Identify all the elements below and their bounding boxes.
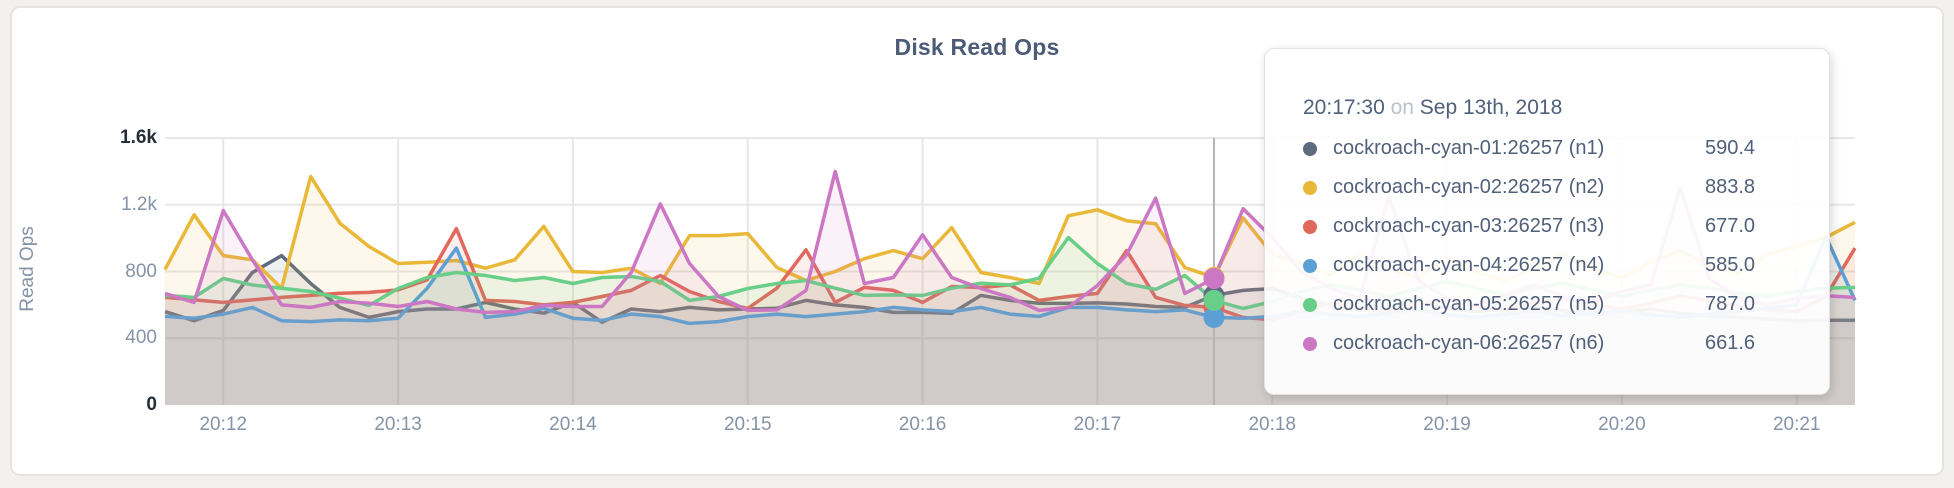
tooltip-row: cockroach-cyan-04:26257 (n4) 585.0 — [1303, 246, 1789, 285]
series-color-dot-icon — [1303, 141, 1317, 156]
hover-tooltip: 20:17:30 on Sep 13th, 2018 cockroach-cya… — [1264, 48, 1830, 395]
series-color-dot-icon — [1303, 258, 1317, 273]
hover-marker-n4[interactable] — [1203, 306, 1225, 328]
chart-title: Disk Read Ops — [894, 34, 1060, 60]
x-tick-20:16: 20:16 — [898, 414, 947, 435]
y-tick-800: 800 — [125, 260, 157, 282]
y-tick-400: 400 — [125, 327, 157, 349]
x-tick-20:18: 20:18 — [1248, 414, 1296, 435]
x-tick-20:21: 20:21 — [1772, 414, 1821, 435]
y-tick-1.6k: 1.6k — [120, 127, 157, 148]
series-color-dot-icon — [1303, 180, 1317, 195]
tooltip-series-name: cockroach-cyan-03:26257 (n3) — [1333, 215, 1605, 237]
tooltip-row: cockroach-cyan-01:26257 (n1) 590.4 — [1303, 129, 1789, 168]
hover-marker-n5[interactable] — [1203, 289, 1225, 311]
series-color-dot-icon — [1303, 297, 1317, 312]
series-color-dot-icon — [1303, 219, 1317, 234]
tooltip-date: Sep 13th, 2018 — [1419, 96, 1563, 119]
series-color-dot-icon — [1303, 336, 1317, 351]
tooltip-series-name: cockroach-cyan-02:26257 (n2) — [1333, 176, 1605, 198]
tooltip-series-name: cockroach-cyan-04:26257 (n4) — [1333, 254, 1605, 276]
tooltip-series-value: 585.0 — [1705, 254, 1756, 276]
x-tick-20:13: 20:13 — [374, 414, 422, 435]
x-tick-20:12: 20:12 — [199, 414, 248, 435]
tooltip-on-word: on — [1390, 96, 1414, 119]
tooltip-series-value: 590.4 — [1705, 137, 1756, 159]
tooltip-row: cockroach-cyan-05:26257 (n5) 787.0 — [1303, 285, 1789, 324]
hover-marker-n6[interactable] — [1203, 268, 1225, 290]
tooltip-series-value: 787.0 — [1705, 293, 1756, 315]
tooltip-row: cockroach-cyan-06:26257 (n6) 661.6 — [1303, 324, 1789, 363]
tooltip-series-name: cockroach-cyan-01:26257 (n1) — [1333, 137, 1605, 159]
tooltip-series-value: 677.0 — [1705, 215, 1756, 237]
x-tick-20:15: 20:15 — [723, 414, 772, 435]
x-tick-20:20: 20:20 — [1598, 414, 1646, 435]
tooltip-series-name: cockroach-cyan-06:26257 (n6) — [1333, 332, 1605, 354]
tooltip-title: 20:17:30 on Sep 13th, 2018 — [1303, 95, 1789, 121]
tooltip-row: cockroach-cyan-03:26257 (n3) 677.0 — [1303, 207, 1789, 246]
tooltip-row: cockroach-cyan-02:26257 (n2) 883.8 — [1303, 168, 1789, 207]
y-tick-1.2k: 1.2k — [121, 193, 157, 215]
x-tick-20:17: 20:17 — [1073, 414, 1122, 435]
x-tick-20:14: 20:14 — [549, 414, 597, 435]
tooltip-time: 20:17:30 — [1303, 96, 1385, 119]
tooltip-series-value: 883.8 — [1705, 176, 1756, 198]
x-tick-20:19: 20:19 — [1423, 414, 1471, 435]
y-tick-0: 0 — [146, 394, 157, 415]
tooltip-series-name: cockroach-cyan-05:26257 (n5) — [1333, 293, 1605, 315]
tooltip-series-value: 661.6 — [1705, 332, 1756, 354]
